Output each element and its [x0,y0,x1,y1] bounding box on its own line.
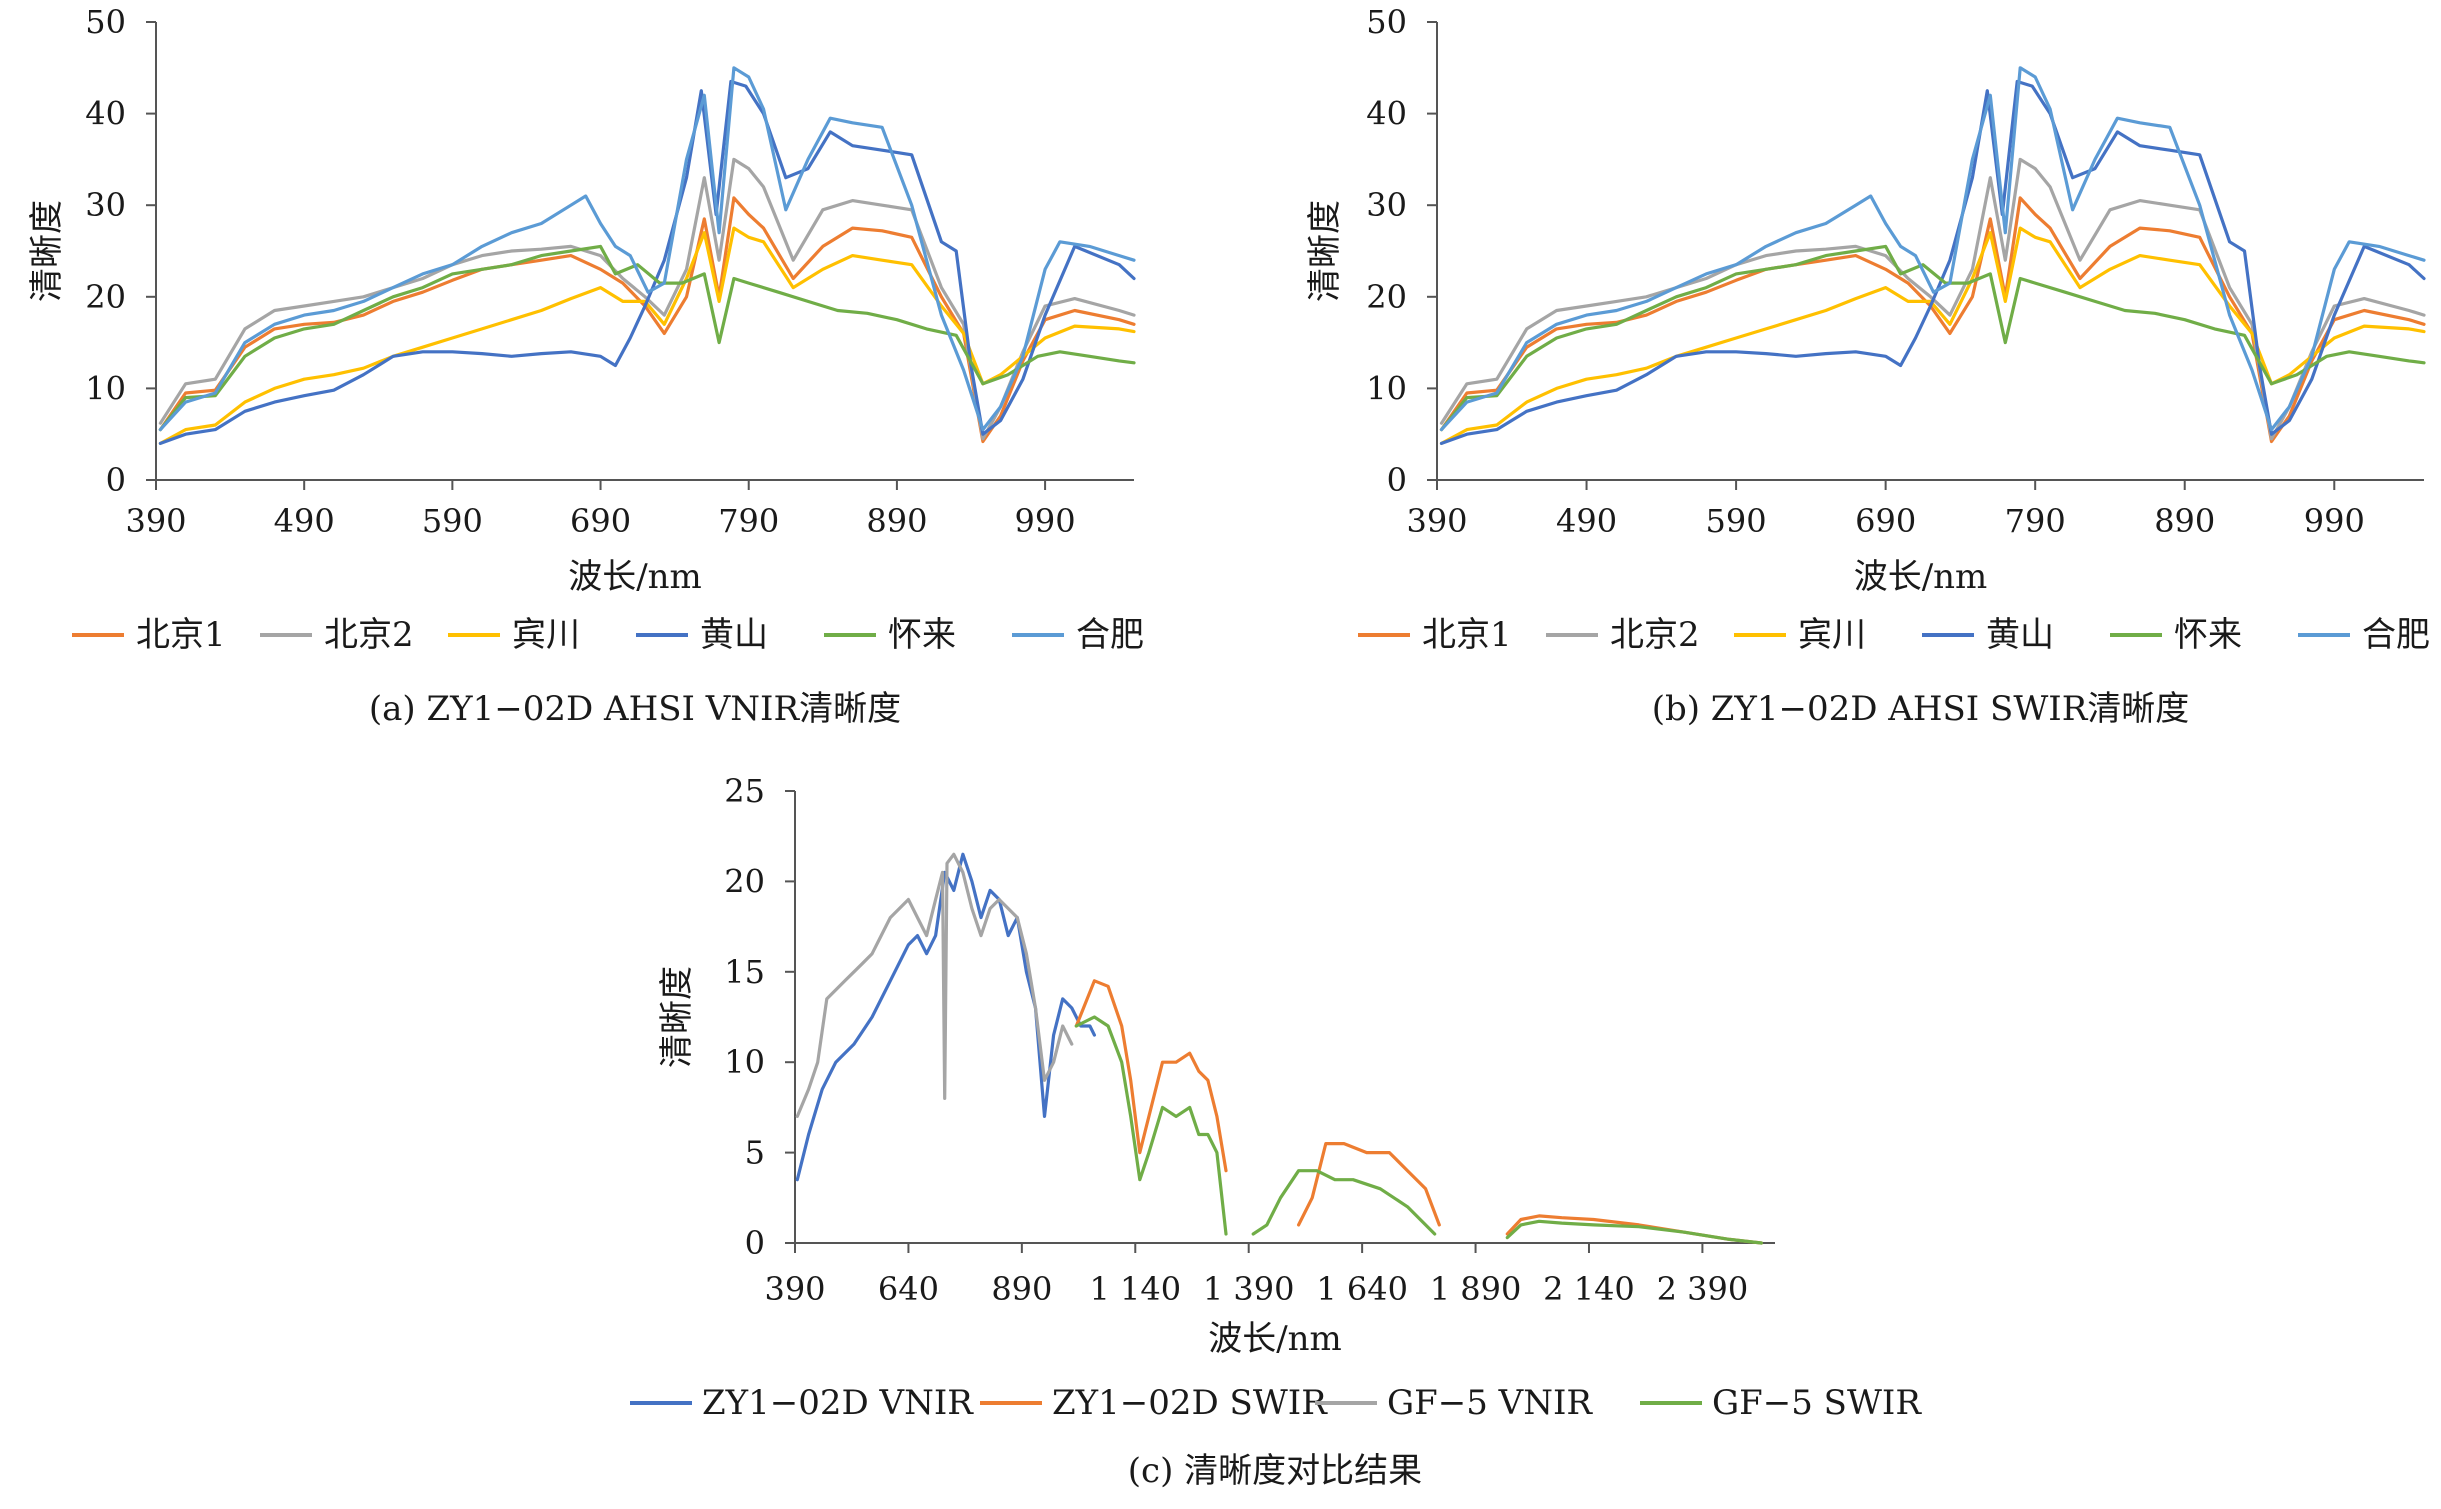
x-tick-label: 390 [1406,502,1467,540]
chart-caption: (a) ZY1−02D AHSI VNIR清晰度 [369,689,901,729]
legend-label: 宾川 [1798,615,1866,655]
legend-label: 黄山 [700,615,768,655]
series-line [1439,244,2426,432]
legend-label: ZY1−02D VNIR [702,1383,974,1423]
series-line [1439,196,2426,444]
series-line [1439,79,2426,445]
y-tick-label: 25 [724,772,765,810]
series-line [158,244,1136,432]
y-tick-label: 0 [1387,461,1407,499]
y-tick-label: 20 [724,862,765,900]
y-tick-label: 15 [724,953,765,991]
x-axis-label: 波长/nm [1854,557,1988,597]
series-line [1439,226,2426,445]
x-tick-label: 590 [1706,502,1767,540]
legend-label: 怀来 [888,615,956,655]
series-line [795,852,1096,1182]
y-tick-label: 10 [85,369,126,407]
chart-caption: (b) ZY1−02D AHSI SWIR清晰度 [1652,689,2190,729]
series-line [795,852,1074,1118]
x-tick-label: 490 [1556,502,1617,540]
legend: 北京1 北京2 宾川 黄山 怀来 合肥 [1358,615,2430,655]
chart-a: 0 10 20 30 40 50 390 490 590 690 790 890 990 波长/nm 清晰度… [27,3,1144,729]
legend: ZY1−02D VNIR ZY1−02D SWIR GF−5 VNIR GF−5 SW… [630,1383,1922,1423]
y-tick-label: 50 [85,3,126,41]
x-tick-label: 2 140 [1543,1270,1635,1308]
y-tick-label: 10 [1366,369,1407,407]
x-tick-label: 790 [718,502,779,540]
legend-label: 合肥 [1076,615,1144,655]
x-tick-label: 1 640 [1316,1270,1408,1308]
series-line [158,226,1136,445]
x-tick-label: 690 [570,502,631,540]
y-tick-label: 30 [1366,186,1407,224]
chart-b: 0 10 20 30 40 50 390 490 590 690 790 890 990 波长/nm 清晰度… [1305,3,2430,729]
series-line [158,79,1136,445]
x-tick-label: 1 140 [1089,1270,1181,1308]
x-tick-label: 890 [2154,502,2215,540]
y-tick-label: 0 [106,461,126,499]
legend-label: 合肥 [2362,615,2430,655]
y-axis-label: 清晰度 [27,200,67,302]
legend-label: 宾川 [512,615,580,655]
y-tick-label: 50 [1366,3,1407,41]
legend: 北京1 北京2 宾川 黄山 怀来 合肥 [72,615,1144,655]
chart-c: 0 5 10 15 20 25 390 640 890 1 140 1 390 1 640 1 890 2… [630,772,1922,1491]
y-axis-label: 清晰度 [657,966,697,1068]
x-tick-label: 890 [991,1270,1052,1308]
x-tick-label: 640 [878,1270,939,1308]
x-axis-label: 波长/nm [1208,1319,1342,1359]
x-tick-label: 390 [125,502,186,540]
x-tick-label: 890 [866,502,927,540]
x-tick-label: 990 [2304,502,2365,540]
legend-label: 北京1 [1422,615,1512,655]
series-line [1074,1015,1763,1245]
legend-label: 北京2 [1610,615,1700,655]
y-tick-label: 20 [1366,278,1407,316]
series-line [158,66,1136,432]
legend-label: GF−5 SWIR [1712,1383,1922,1423]
x-tick-label: 690 [1855,502,1916,540]
legend-label: 北京2 [324,615,414,655]
legend-label: GF−5 VNIR [1387,1383,1593,1423]
chart-caption: (c) 清晰度对比结果 [1128,1451,1422,1491]
y-tick-label: 40 [1366,95,1407,133]
series-line [1439,66,2426,432]
x-tick-label: 1 890 [1430,1270,1522,1308]
x-tick-label: 590 [422,502,483,540]
legend-label: 黄山 [1986,615,2054,655]
x-tick-label: 990 [1015,502,1076,540]
x-axis-label: 波长/nm [568,557,702,597]
y-tick-label: 10 [724,1043,765,1081]
series-line [1074,979,1763,1245]
y-tick-label: 40 [85,95,126,133]
y-tick-label: 5 [745,1134,765,1172]
series-line [158,196,1136,444]
x-tick-label: 2 390 [1657,1270,1749,1308]
x-tick-label: 390 [764,1270,825,1308]
x-tick-label: 490 [274,502,335,540]
legend-label: 怀来 [2174,615,2242,655]
y-tick-label: 0 [745,1224,765,1262]
y-axis-label: 清晰度 [1305,200,1345,302]
y-tick-label: 20 [85,278,126,316]
y-tick-label: 30 [85,186,126,224]
x-tick-label: 1 390 [1203,1270,1295,1308]
x-tick-label: 790 [2005,502,2066,540]
legend-label: 北京1 [136,615,226,655]
legend-label: ZY1−02D SWIR [1052,1383,1328,1423]
